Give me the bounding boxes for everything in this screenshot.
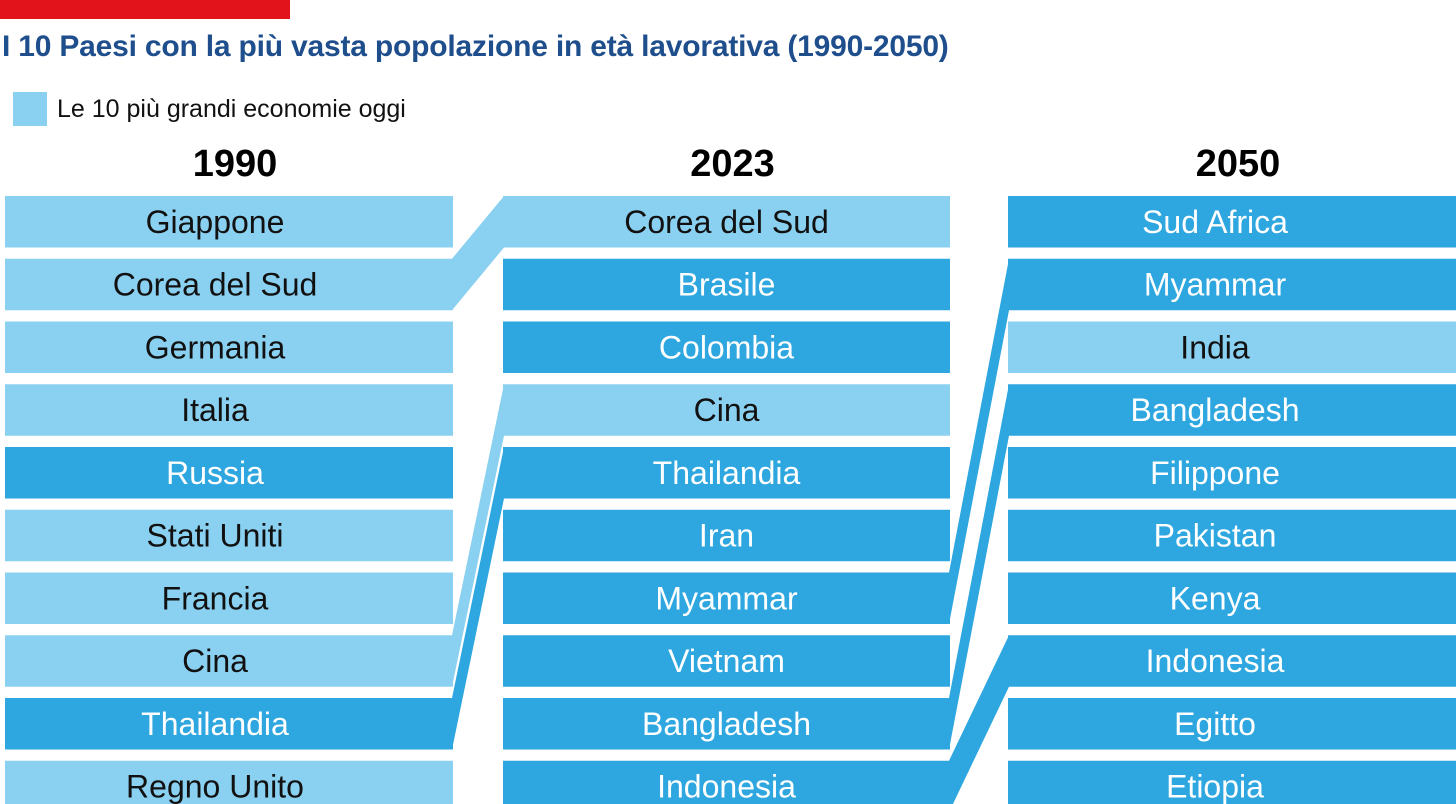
- rank-links: [452, 196, 1009, 804]
- country-label-1990-1: Giappone: [146, 204, 285, 240]
- country-label-2050-4: Bangladesh: [1130, 392, 1299, 428]
- country-label-2050-7: Kenya: [1170, 580, 1261, 616]
- rank-box-2023-3: [503, 321, 950, 373]
- year-header-2050: 2050: [1196, 143, 1281, 185]
- rank-box-1990-2: [5, 258, 453, 311]
- rank-box-2050-1: [1008, 196, 1456, 248]
- link-2: [452, 384, 504, 687]
- country-label-2050-3: India: [1180, 329, 1250, 365]
- country-label-2050-2: Myammar: [1144, 267, 1287, 303]
- country-label-2050-5: Filippone: [1150, 455, 1280, 491]
- country-label-2050-8: Indonesia: [1146, 643, 1285, 679]
- link-1: [452, 196, 504, 311]
- country-label-2023-1: Corea del Sud: [624, 204, 829, 240]
- rank-box-1990-9: [5, 698, 453, 750]
- country-label-2050-10: Etiopia: [1166, 769, 1264, 804]
- rank-box-2023-9: [503, 698, 950, 750]
- link-5: [949, 384, 1009, 750]
- rank-box-2050-7: [1008, 572, 1456, 624]
- rank-box-2050-6: [1008, 509, 1456, 562]
- rank-box-2050-4: [1008, 384, 1456, 436]
- country-label-2023-8: Vietnam: [668, 643, 785, 679]
- country-label-2023-6: Iran: [699, 518, 754, 554]
- rank-box-2023-6: [503, 509, 950, 562]
- rank-box-1990-8: [5, 635, 453, 687]
- rank-box-2023-5: [503, 447, 950, 499]
- rank-box-2050-9: [1008, 698, 1456, 750]
- legend-label: Le 10 più grandi economie oggi: [57, 94, 406, 123]
- link-4: [949, 258, 1009, 624]
- country-label-2050-9: Egitto: [1174, 706, 1256, 742]
- rank-box-1990-5: [5, 447, 453, 499]
- country-label-2023-10: Indonesia: [657, 769, 796, 804]
- rank-box-1990-4: [5, 384, 453, 436]
- rank-boxes: [5, 196, 1456, 804]
- year-header-1990: 1990: [193, 143, 278, 185]
- country-label-1990-7: Francia: [162, 580, 269, 616]
- country-label-1990-8: Cina: [182, 643, 248, 679]
- country-label-1990-10: Regno Unito: [126, 769, 304, 804]
- country-label-1990-2: Corea del Sud: [113, 267, 318, 303]
- rank-box-2050-10: [1008, 760, 1456, 804]
- rank-box-2023-10: [503, 760, 950, 804]
- rank-labels: 1990 Giappone Corea del Sud Germania Italia R…: [113, 143, 1300, 804]
- country-label-2023-3: Colombia: [659, 329, 794, 365]
- country-label-1990-6: Stati Uniti: [147, 518, 284, 554]
- country-label-2023-5: Thailandia: [653, 455, 801, 491]
- rank-box-2050-5: [1008, 447, 1456, 499]
- country-label-1990-9: Thailandia: [141, 706, 289, 742]
- rank-box-1990-3: [5, 321, 453, 373]
- rank-box-1990-7: [5, 572, 453, 624]
- country-label-2050-1: Sud Africa: [1142, 204, 1288, 240]
- legend-swatch: [13, 92, 47, 126]
- rank-box-2023-7: [503, 572, 950, 624]
- country-label-2023-9: Bangladesh: [642, 706, 811, 742]
- country-label-2023-2: Brasile: [678, 267, 776, 303]
- chart-title: I 10 Paesi con la più vasta popolazione …: [2, 30, 949, 63]
- brand-accent-bar: [0, 0, 290, 19]
- rank-box-1990-10: [5, 760, 453, 804]
- rank-box-2050-2: [1008, 258, 1456, 311]
- rank-box-1990-1: [5, 196, 453, 248]
- country-label-1990-5: Russia: [166, 455, 264, 491]
- rank-box-2050-8: [1008, 635, 1456, 687]
- country-label-2050-6: Pakistan: [1154, 518, 1277, 554]
- country-label-2023-4: Cina: [694, 392, 760, 428]
- rank-box-2023-2: [503, 258, 950, 311]
- rank-box-1990-6: [5, 509, 453, 562]
- legend: Le 10 più grandi economie oggi: [13, 92, 406, 126]
- link-3: [452, 447, 504, 750]
- rank-box-2050-3: [1008, 321, 1456, 373]
- link-6: [949, 635, 1009, 804]
- country-label-1990-4: Italia: [181, 392, 249, 428]
- country-label-1990-3: Germania: [145, 329, 286, 365]
- rank-box-2023-8: [503, 635, 950, 687]
- year-header-2023: 2023: [690, 143, 775, 185]
- rank-box-2023-4: [503, 384, 950, 436]
- country-label-2023-7: Myammar: [655, 580, 798, 616]
- rank-box-2023-1: [503, 196, 950, 248]
